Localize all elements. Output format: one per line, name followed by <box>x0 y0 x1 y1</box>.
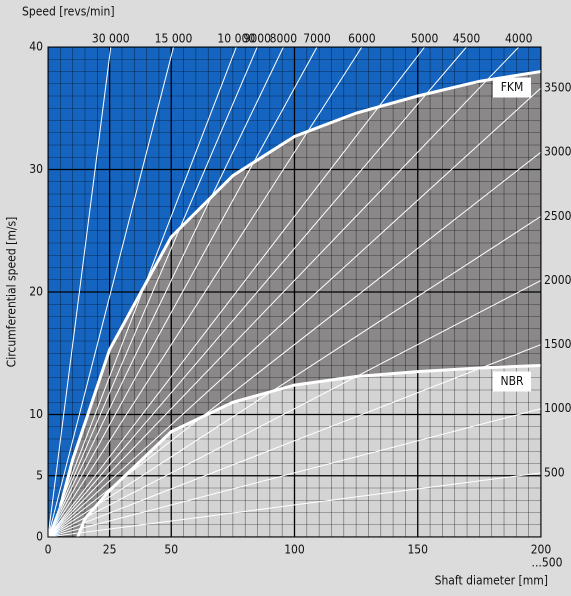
speed-label: 30 000 <box>92 32 130 46</box>
x-tick-label: 0 <box>45 543 52 557</box>
y-tick-label: 0 <box>36 530 43 544</box>
x-tick-label: 25 <box>103 543 117 557</box>
speed-label: 3000 <box>544 145 571 159</box>
speed-label: 500 <box>544 465 565 479</box>
speed-line <box>48 47 520 537</box>
speed-label: 1500 <box>544 337 571 351</box>
legend-label: NBR <box>501 374 524 388</box>
legend-label: FKM <box>501 80 524 94</box>
limit-curve <box>58 70 541 507</box>
speed-line <box>48 47 175 537</box>
speed-label: 2000 <box>544 273 571 287</box>
speed-line <box>48 408 541 537</box>
speed-label: 6000 <box>348 32 376 46</box>
speed-label: 10 000 <box>217 32 255 46</box>
speed-line <box>48 47 284 537</box>
y-tick-label: 10 <box>29 407 43 421</box>
plot-frame <box>47 46 542 538</box>
speed-line <box>48 279 541 537</box>
x-tick-label: 150 <box>407 543 428 557</box>
y-tick-label: 30 <box>29 162 43 176</box>
speed-line <box>48 47 363 537</box>
speed-label: 3500 <box>544 81 571 95</box>
speed-label: 5000 <box>411 32 439 46</box>
x-tick-label: 50 <box>164 543 178 557</box>
speed-label: 9000 <box>244 32 272 46</box>
y-tick-label: 40 <box>29 40 43 54</box>
speed-axis-title: Speed [revs/min] <box>22 5 115 19</box>
speed-line <box>48 47 258 537</box>
speed-label: 7000 <box>303 32 331 46</box>
plot-area <box>48 47 541 537</box>
y-tick-label: 20 <box>29 285 43 299</box>
x-tick-label: 100 <box>284 543 305 557</box>
speed-line <box>48 344 541 537</box>
speed-label: 8000 <box>270 32 298 46</box>
speed-line <box>48 472 541 537</box>
legend-box <box>493 77 531 98</box>
speed-label: 4500 <box>453 32 481 46</box>
speed-label: 4000 <box>505 32 533 46</box>
speed-line <box>48 47 112 537</box>
speed-label: 2500 <box>544 209 571 223</box>
speed-line <box>48 215 541 537</box>
y-axis-title: Circumferential speed [m/s] <box>5 217 19 368</box>
speed-line <box>48 47 467 537</box>
y-tick-label: 5 <box>36 468 43 482</box>
x-tick-label: 200 <box>531 543 552 557</box>
speed-label: 1000 <box>544 401 571 415</box>
speed-label: 15 000 <box>155 32 193 46</box>
speed-line <box>48 47 318 537</box>
speed-line <box>48 47 426 537</box>
speed-line <box>48 87 541 537</box>
limit-curve <box>76 364 541 537</box>
legend-box <box>493 371 531 392</box>
x-note: ...500 <box>532 556 563 570</box>
x-axis-title: Shaft diameter [mm] <box>435 574 548 588</box>
